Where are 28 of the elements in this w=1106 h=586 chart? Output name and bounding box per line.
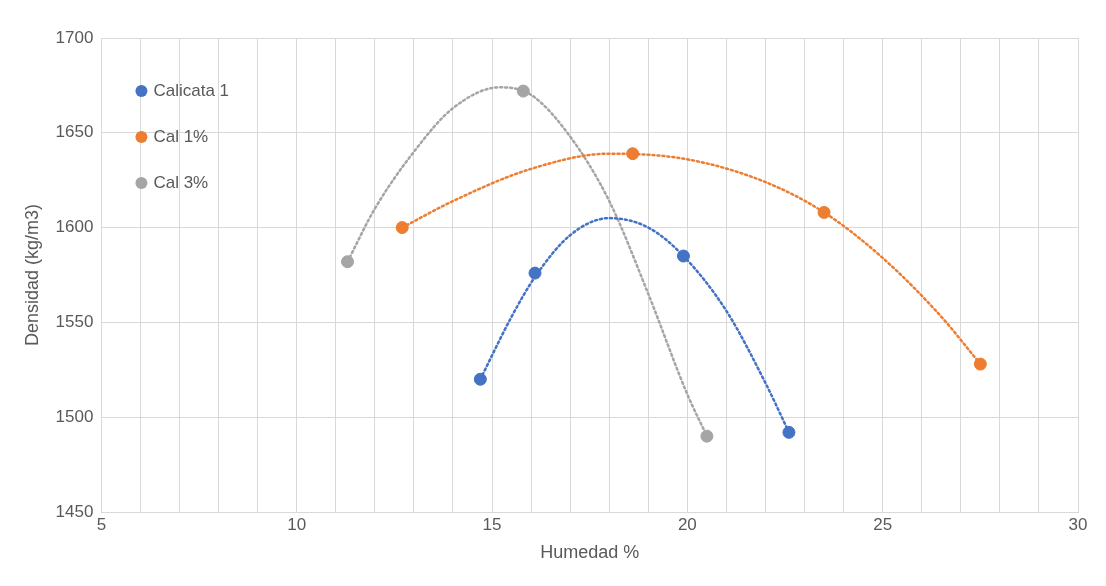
point <box>676 249 690 263</box>
point <box>341 255 355 269</box>
y-tick-label: 1450 <box>55 501 94 521</box>
point <box>473 372 487 386</box>
x-tick-label: 5 <box>96 514 107 534</box>
point <box>626 147 640 161</box>
x-tick-label: 20 <box>677 514 697 534</box>
point <box>782 425 796 439</box>
x-tick-label: 30 <box>1068 514 1088 534</box>
point <box>973 357 987 371</box>
x-tick-label: 25 <box>873 514 893 534</box>
y-tick-label: 1650 <box>55 122 94 142</box>
point <box>817 205 831 219</box>
legend-label: Calicata 1 <box>153 80 230 100</box>
point <box>516 84 530 98</box>
legend-label: Cal 3% <box>153 172 209 192</box>
x-axis-title: Humedad % <box>540 542 640 563</box>
point <box>528 266 542 280</box>
y-tick-label: 1550 <box>55 312 94 332</box>
y-tick-label: 1600 <box>55 217 94 237</box>
point <box>700 429 714 443</box>
x-tick-label: 15 <box>482 514 502 534</box>
x-tick-label: 10 <box>287 514 307 534</box>
y-tick-label: 1700 <box>55 27 94 47</box>
y-axis-title: Densidad (kg/m3) <box>21 203 42 347</box>
legend-label: Cal 1% <box>153 126 209 146</box>
y-tick-label: 1500 <box>55 406 94 426</box>
point <box>395 221 409 235</box>
